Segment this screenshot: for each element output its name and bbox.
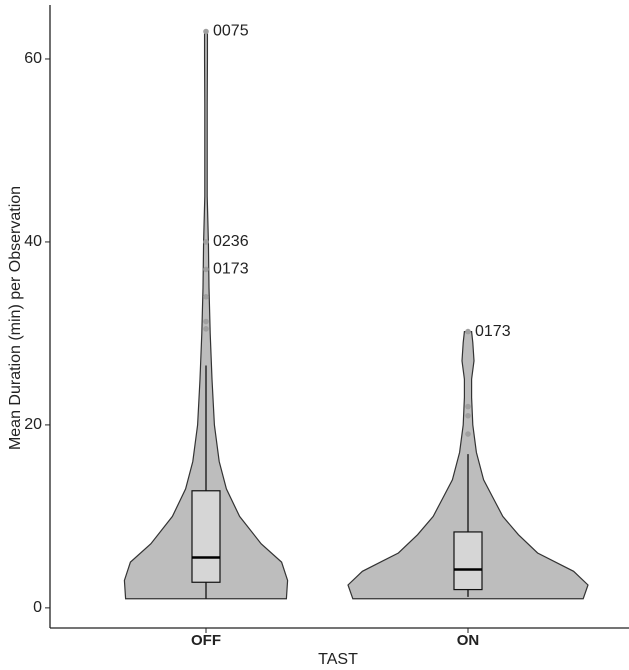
- y-axis-title: Mean Duration (min) per Observation: [7, 186, 24, 450]
- y-tick-label: 60: [24, 50, 42, 67]
- outlier-label: 0173: [213, 261, 249, 278]
- outlier: [203, 239, 209, 245]
- outlier: [203, 28, 209, 35]
- box: [191, 490, 221, 583]
- outlier: [203, 326, 209, 332]
- outlier: [203, 318, 209, 325]
- y-tick-label: 40: [24, 233, 42, 250]
- outlier: [465, 431, 471, 437]
- outlier: [465, 412, 471, 419]
- x-tick-label: ON: [457, 632, 480, 649]
- outlier-label: 0236: [213, 233, 249, 250]
- outlier: [203, 266, 209, 273]
- x-axis-title: TAST: [318, 651, 358, 668]
- box: [453, 531, 483, 591]
- outlier: [465, 328, 471, 335]
- outlier: [465, 403, 471, 410]
- x-tick-label: OFF: [191, 632, 221, 649]
- outlier: [203, 294, 209, 300]
- y-tick-label: 20: [24, 416, 42, 433]
- outlier-label: 0173: [475, 323, 511, 340]
- y-tick-label: 0: [33, 599, 42, 616]
- outlier-label: 0075: [213, 23, 249, 40]
